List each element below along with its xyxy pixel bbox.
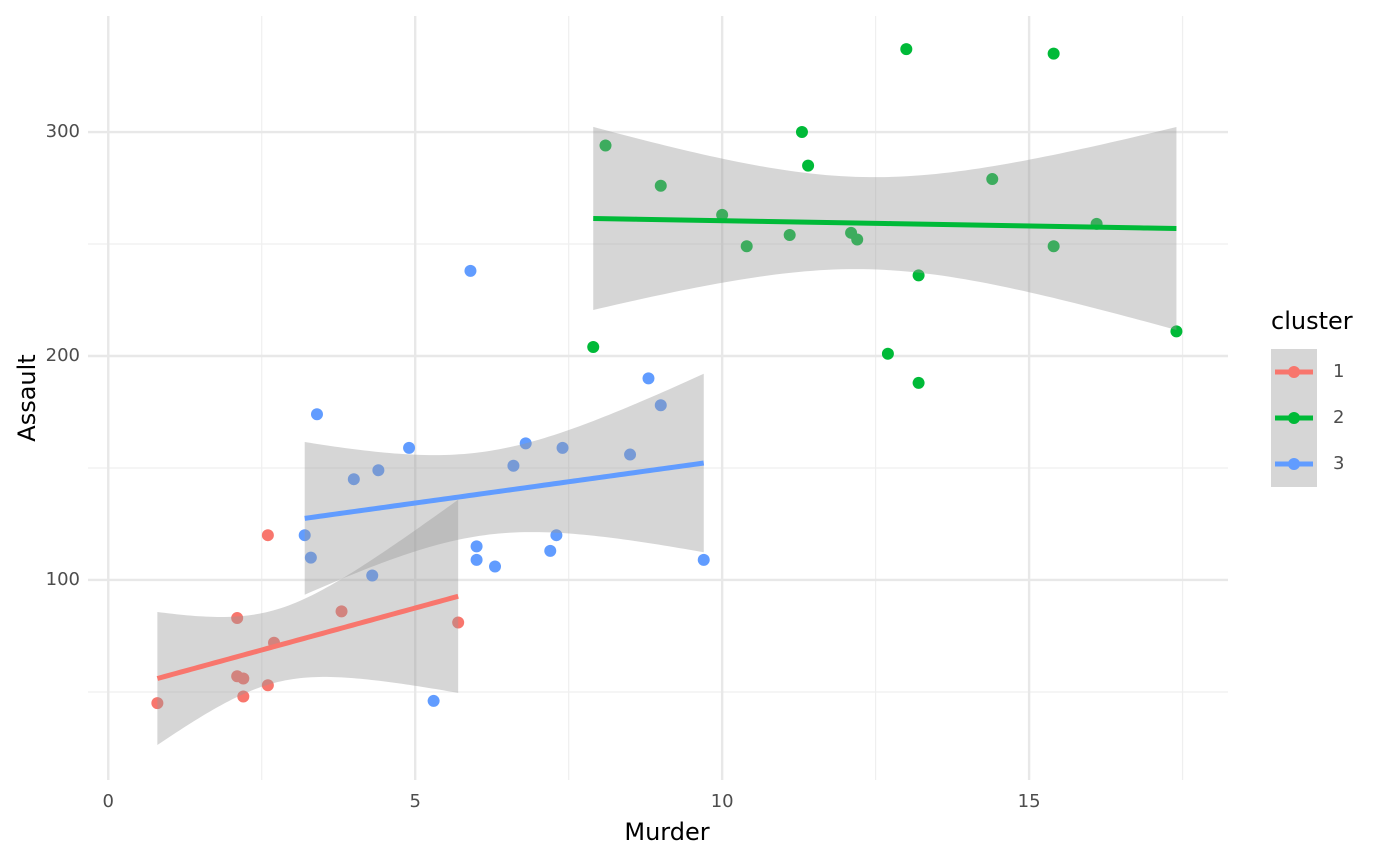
trend-line bbox=[304, 460, 705, 521]
point bbox=[452, 616, 465, 629]
point bbox=[642, 372, 655, 385]
point bbox=[697, 553, 710, 566]
point bbox=[986, 173, 999, 186]
x-tick-label: 5 bbox=[409, 791, 420, 812]
legend-point bbox=[1288, 366, 1300, 378]
y-tick-label: 200 bbox=[46, 345, 80, 366]
point bbox=[795, 126, 808, 139]
point bbox=[716, 208, 729, 221]
point bbox=[544, 544, 557, 557]
point bbox=[881, 347, 894, 360]
legend-title: cluster bbox=[1271, 307, 1353, 335]
legend-label: 3 bbox=[1333, 453, 1344, 474]
point bbox=[654, 399, 667, 412]
legend-label: 1 bbox=[1333, 361, 1344, 382]
point bbox=[372, 464, 385, 477]
point bbox=[556, 441, 569, 454]
x-tick-label: 0 bbox=[103, 791, 114, 812]
point bbox=[1047, 47, 1060, 60]
point bbox=[519, 437, 532, 450]
point bbox=[783, 229, 796, 242]
point bbox=[261, 679, 274, 692]
y-tick-label: 300 bbox=[46, 121, 80, 142]
trend-line bbox=[156, 593, 459, 681]
point bbox=[1170, 325, 1183, 338]
point bbox=[335, 605, 348, 618]
point bbox=[470, 553, 483, 566]
point bbox=[802, 159, 815, 172]
point bbox=[261, 529, 274, 542]
point bbox=[347, 473, 360, 486]
point bbox=[403, 441, 416, 454]
legend-point bbox=[1288, 412, 1300, 424]
point bbox=[912, 376, 925, 389]
point bbox=[464, 264, 477, 277]
grid bbox=[88, 16, 1228, 780]
point bbox=[237, 690, 250, 703]
point bbox=[298, 529, 311, 542]
point bbox=[912, 269, 925, 282]
point bbox=[624, 448, 637, 461]
point bbox=[550, 529, 563, 542]
point bbox=[427, 694, 440, 707]
confidence-band bbox=[157, 499, 459, 746]
point bbox=[151, 697, 164, 710]
confidence-band bbox=[593, 126, 1177, 331]
y-axis-title: Assault bbox=[13, 354, 41, 441]
point bbox=[654, 179, 667, 192]
legend-label: 2 bbox=[1333, 407, 1344, 428]
point bbox=[231, 612, 244, 625]
legend-point bbox=[1288, 458, 1300, 470]
trend-line bbox=[593, 215, 1177, 232]
point bbox=[851, 233, 864, 246]
point bbox=[740, 240, 753, 253]
point bbox=[304, 551, 317, 564]
point bbox=[237, 672, 250, 685]
point bbox=[489, 560, 502, 573]
point bbox=[587, 341, 600, 354]
x-tick-label: 15 bbox=[1018, 791, 1041, 812]
confidence-band bbox=[304, 373, 704, 595]
x-axis-title: Murder bbox=[624, 818, 709, 846]
x-tick-label: 10 bbox=[711, 791, 734, 812]
point bbox=[507, 459, 520, 472]
point bbox=[470, 540, 483, 553]
point bbox=[1047, 240, 1060, 253]
point bbox=[366, 569, 379, 582]
point bbox=[599, 139, 612, 152]
point bbox=[900, 43, 913, 56]
y-tick-label: 100 bbox=[46, 569, 80, 590]
point bbox=[310, 408, 323, 421]
